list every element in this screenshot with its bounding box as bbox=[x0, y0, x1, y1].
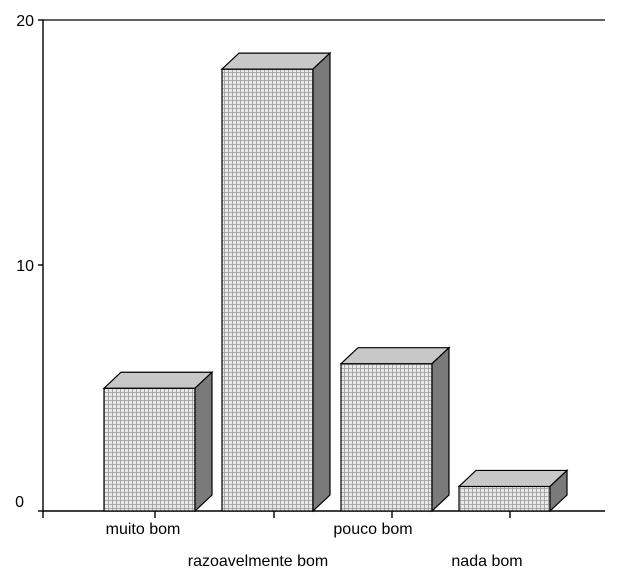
category-label-muito-bom: muito bom bbox=[106, 521, 181, 538]
bar-front-muito-bom bbox=[103, 387, 196, 512]
bar-nada-bom bbox=[457, 469, 569, 513]
bar-top-razoavelmente-bom bbox=[220, 52, 332, 70]
bar-razoavelmente-bom bbox=[220, 51, 332, 513]
bar-front-nada-bom bbox=[458, 485, 551, 512]
bar-top-pouco-bom bbox=[339, 347, 451, 365]
bar-side-razoavelmente-bom bbox=[312, 51, 331, 513]
bar-top-muito-bom bbox=[102, 371, 214, 389]
bar-side-nada-bom bbox=[549, 469, 568, 513]
y-tick-label-0: 0 bbox=[15, 494, 24, 511]
category-label-razoavelmente-bom: razoavelmente bom bbox=[188, 553, 329, 569]
bar-front-pouco-bom bbox=[340, 363, 433, 512]
category-label-nada-bom: nada bom bbox=[451, 553, 522, 569]
bar-top-nada-bom bbox=[457, 469, 569, 488]
bar-side-pouco-bom bbox=[431, 346, 450, 513]
bar-muito-bom bbox=[102, 370, 214, 513]
y-tick-label-1: 10 bbox=[16, 258, 34, 275]
category-label-pouco-bom: pouco bom bbox=[333, 521, 412, 538]
bar-pouco-bom bbox=[339, 346, 451, 513]
bar-front-razoavelmente-bom bbox=[221, 68, 314, 512]
bars-group bbox=[102, 51, 569, 513]
y-tick-label-2: 20 bbox=[16, 13, 34, 30]
bar-side-muito-bom bbox=[194, 370, 213, 513]
